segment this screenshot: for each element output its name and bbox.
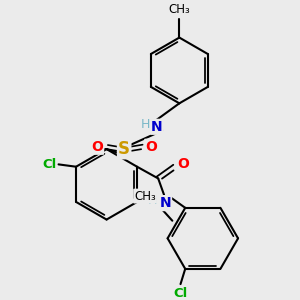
Text: H: H [148,194,157,207]
Text: O: O [177,158,189,171]
Text: S: S [118,140,130,158]
Text: CH₃: CH₃ [169,3,190,16]
Text: H: H [141,118,150,131]
Text: N: N [151,120,163,134]
Text: Cl: Cl [42,158,56,171]
Text: Cl: Cl [173,287,188,300]
Text: O: O [145,140,157,154]
Text: N: N [159,196,171,210]
Text: O: O [91,140,103,154]
Text: CH₃: CH₃ [134,190,156,202]
